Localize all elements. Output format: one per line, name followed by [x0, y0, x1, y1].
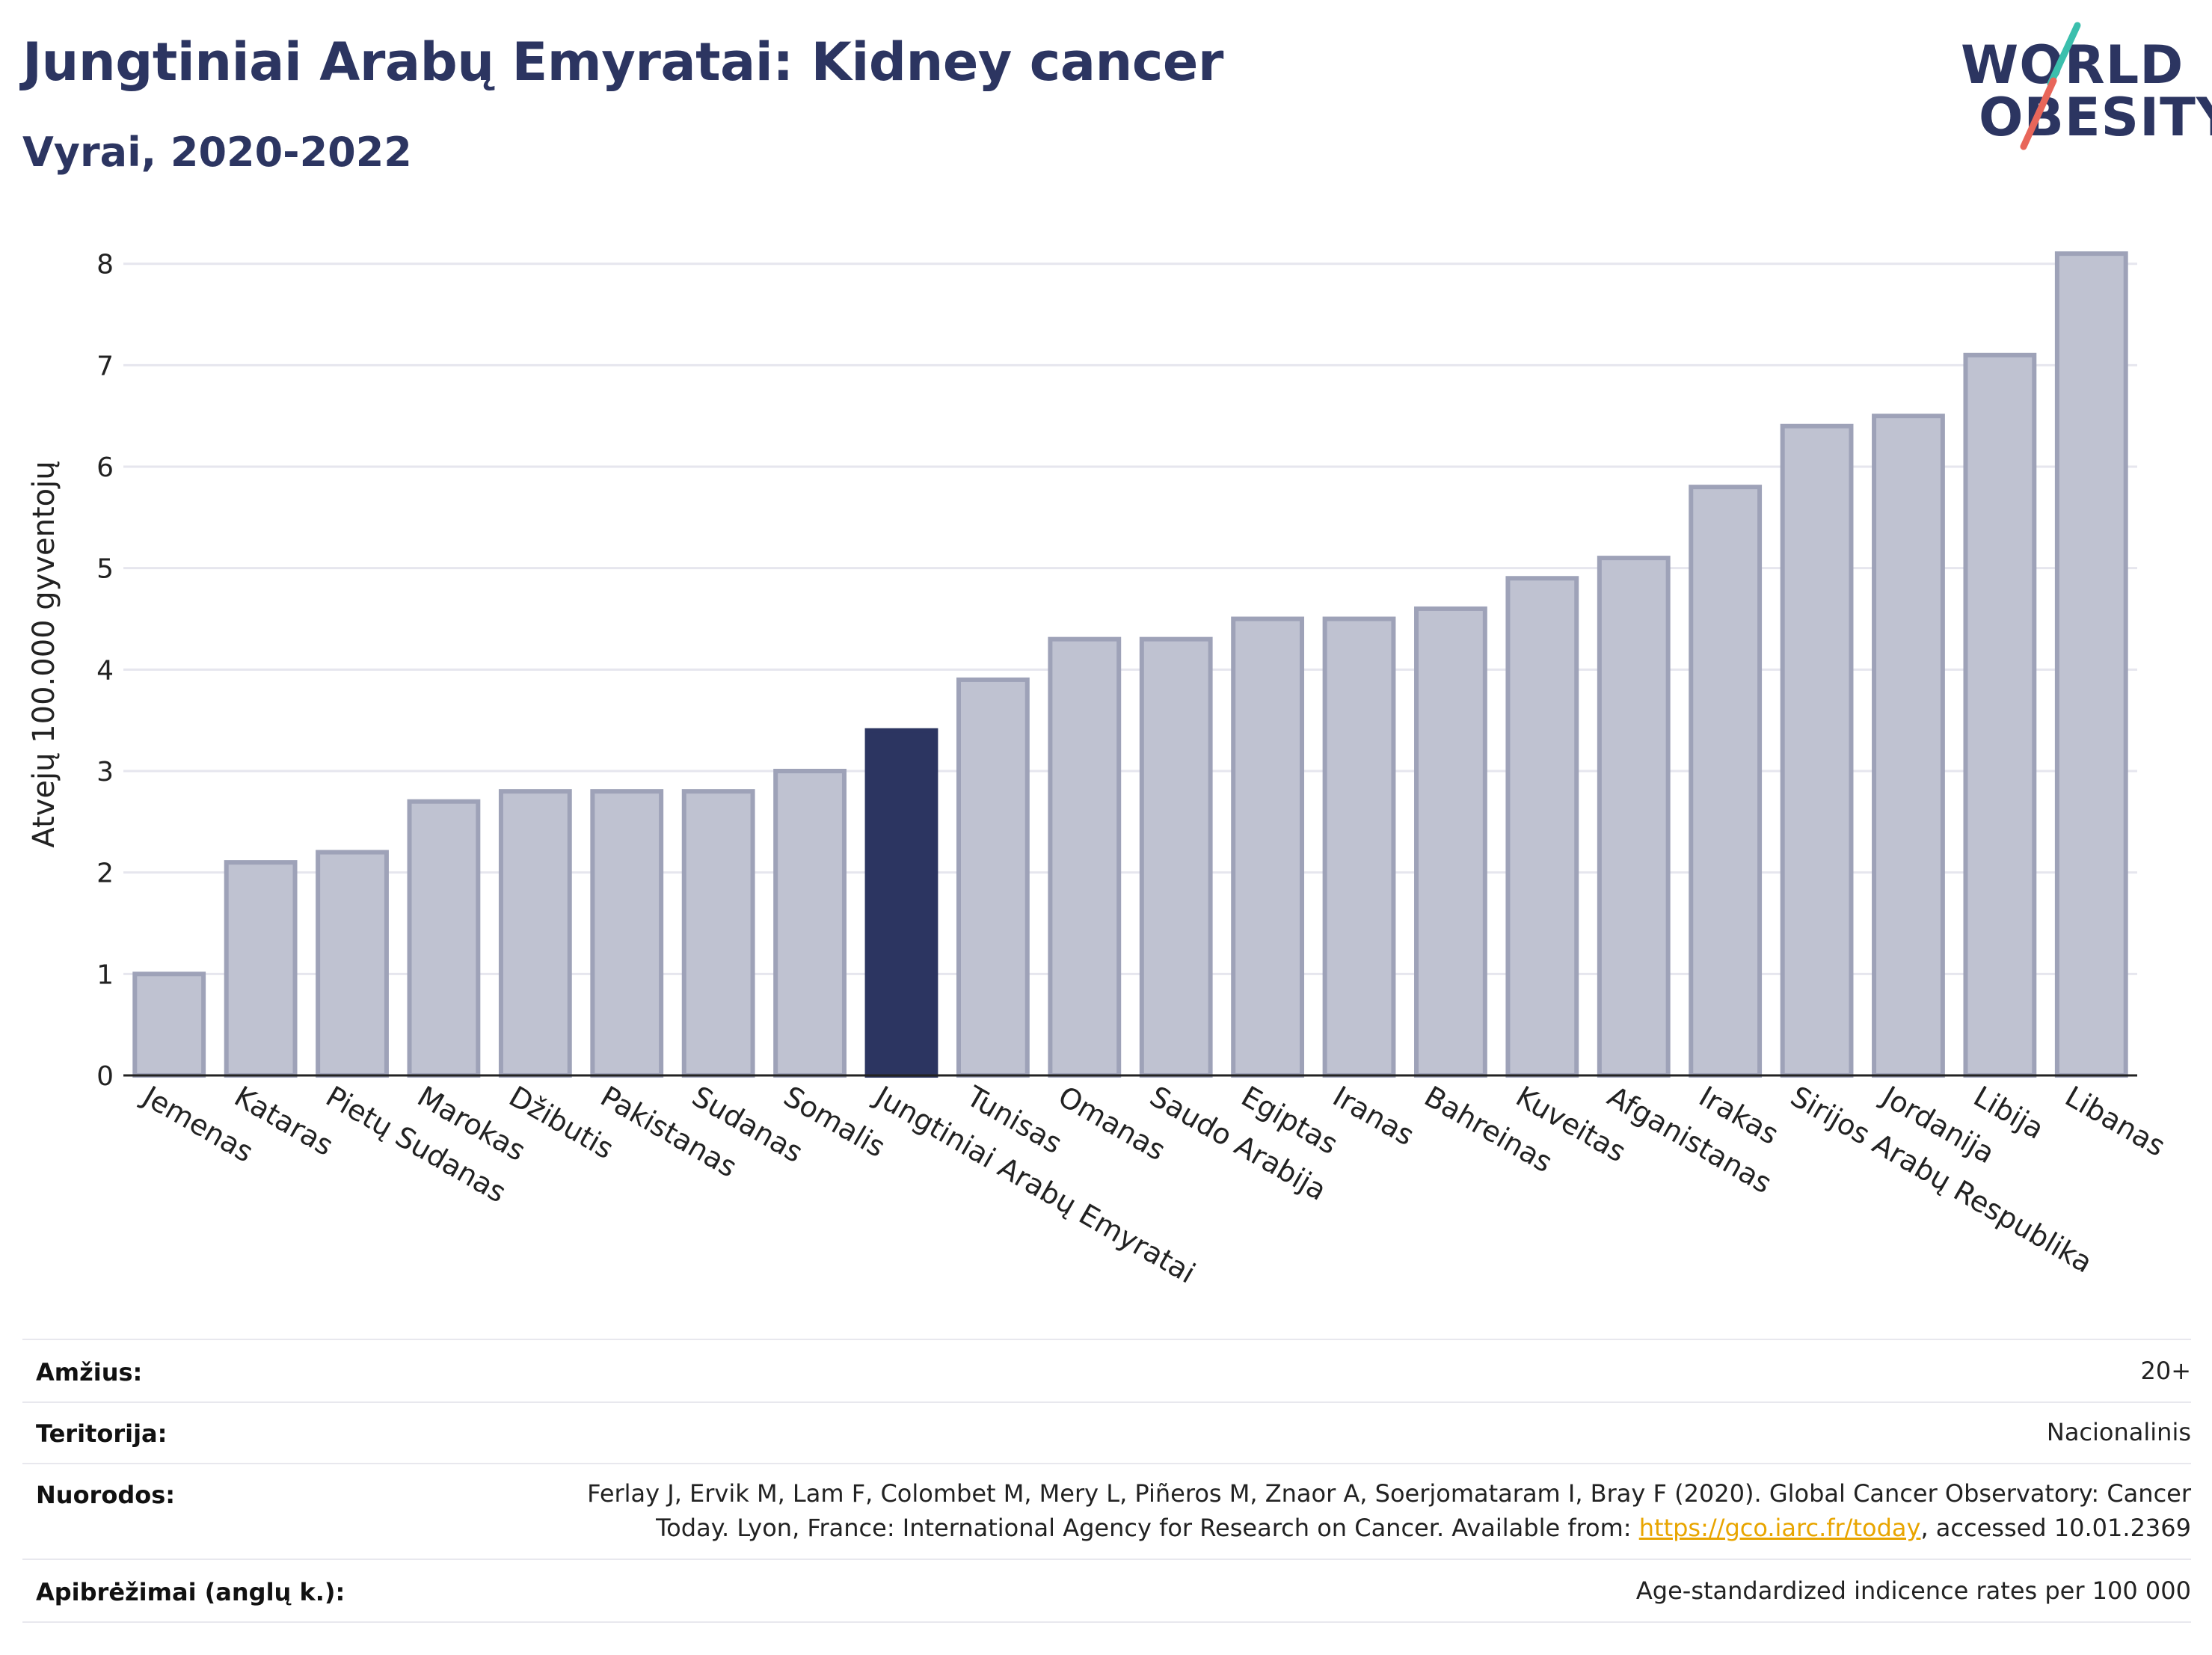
- bar: [681, 789, 755, 1078]
- references-line-2: Today. Lyon, France: International Agenc…: [656, 1514, 1639, 1542]
- bar: [1505, 576, 1579, 1078]
- info-row-definitions: Apibrėžimai (anglų k.): Age-standardized…: [22, 1559, 2191, 1623]
- y-tick-label: 8: [96, 250, 114, 280]
- bar: [407, 799, 481, 1078]
- y-tick-label: 1: [96, 959, 114, 990]
- logo-slash-icon: [2020, 22, 2081, 150]
- bars: [132, 251, 2128, 1078]
- chart-subtitle: Vyrai, 2020-2022: [22, 129, 412, 176]
- bar: [956, 677, 1030, 1078]
- y-tick-label: 6: [96, 452, 114, 483]
- logo-line-1: WORLD: [1961, 34, 2184, 96]
- bar-highlighted: [864, 728, 938, 1078]
- info-row-territory: Teritorija: Nacionalinis: [22, 1401, 2191, 1464]
- info-row-references: Nuorodos: Ferlay J, Ervik M, Lam F, Colo…: [22, 1463, 2191, 1560]
- bar: [1322, 616, 1396, 1078]
- world-obesity-logo: WORLD OBESITY: [1944, 15, 2212, 165]
- bar: [1048, 636, 1122, 1078]
- definitions-value: Age-standardized indicence rates per 100…: [1635, 1576, 2191, 1605]
- y-tick-label: 0: [96, 1061, 114, 1092]
- bar: [1963, 352, 2037, 1078]
- info-bottom-border: [22, 1621, 2191, 1623]
- references-value: Ferlay J, Ervik M, Lam F, Colombet M, Me…: [587, 1476, 2191, 1545]
- references-line-1: Ferlay J, Ervik M, Lam F, Colombet M, Me…: [587, 1479, 2191, 1508]
- bar: [1414, 606, 1487, 1078]
- y-tick-label: 5: [96, 554, 114, 585]
- bar: [2054, 251, 2128, 1078]
- bar: [224, 860, 298, 1078]
- bar: [132, 971, 206, 1078]
- bar: [590, 789, 664, 1078]
- bar: [1780, 423, 1854, 1078]
- bar: [1872, 414, 1945, 1078]
- bar: [1597, 556, 1671, 1078]
- age-label: Amžius:: [36, 1358, 143, 1387]
- axes: 0 1 2 3 4 5 6 7 8: [96, 250, 2137, 1092]
- y-axis-label: Atvejų 100.000 gyventojų: [27, 461, 61, 847]
- references-label: Nuorodos:: [36, 1481, 176, 1509]
- x-tick-label: Libanas: [2059, 1080, 2171, 1163]
- bar: [1231, 616, 1305, 1078]
- x-tick-label: Iranas: [1327, 1080, 1420, 1152]
- logo-line-2: OBESITY: [1979, 87, 2212, 148]
- references-link[interactable]: https://gco.iarc.fr/today: [1638, 1514, 1921, 1542]
- definitions-label: Apibrėžimai (anglų k.):: [36, 1578, 345, 1606]
- age-value: 20+: [2140, 1357, 2191, 1385]
- bar: [1139, 636, 1213, 1078]
- references-line-2-end: , accessed 10.01.2369: [1920, 1514, 2191, 1542]
- y-tick-label: 7: [96, 351, 114, 381]
- y-tick-label: 4: [96, 655, 114, 686]
- bar: [773, 769, 847, 1078]
- y-tick-label: 2: [96, 859, 114, 889]
- bar: [498, 789, 572, 1078]
- chart-title: Jungtiniai Arabų Emyratai: Kidney cancer: [22, 31, 1223, 93]
- info-row-age: Amžius: 20+: [22, 1339, 2191, 1403]
- territory-label: Teritorija:: [36, 1419, 168, 1448]
- y-tick-label: 3: [96, 757, 114, 787]
- bar: [1689, 485, 1763, 1078]
- bar: [316, 850, 389, 1078]
- territory-value: Nacionalinis: [2046, 1418, 2191, 1446]
